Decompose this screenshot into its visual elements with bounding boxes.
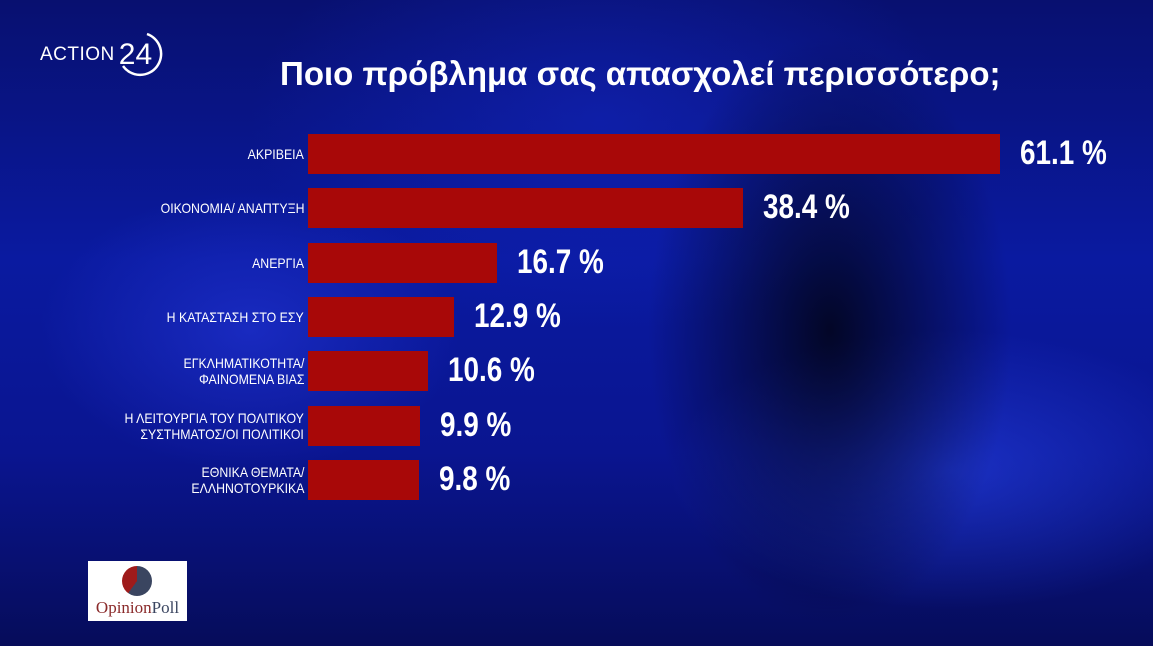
category-label-line: ΑΝΕΡΓΙΑ — [252, 254, 304, 271]
category-label: ΕΓΚΛΗΜΑΤΙΚΟΤΗΤΑ/ΦΑΙΝΟΜΕΝΑ ΒΙΑΣ — [183, 355, 304, 387]
value-label: 9.8 % — [438, 459, 511, 498]
opinionpoll-logo: OpinionPoll — [88, 561, 187, 621]
bar — [308, 459, 419, 500]
category-label-line: ΑΚΡΙΒΕΙΑ — [247, 146, 304, 162]
value-label: 10.6 % — [448, 351, 535, 390]
category-label: ΑΚΡΙΒΕΙΑ — [248, 146, 304, 162]
value-label: 9.9 % — [440, 405, 512, 444]
opinionpoll-name: OpinionPoll — [95, 598, 180, 617]
chart-title: Ποιο πρόβλημα σας απασχολεί περισσότερο; — [280, 55, 1001, 92]
bar — [308, 351, 429, 392]
category-label: ΑΝΕΡΓΙΑ — [252, 255, 304, 271]
category-label-line: ΣΥΣΤΗΜΑΤΟΣ/ΟΙ ΠΟΛΙΤΙΚΟΙ — [140, 425, 304, 442]
bar — [308, 242, 498, 283]
category-label-line: Η ΛΕΙΤΟΥΡΓΙΑ ΤΟΥ ΠΟΛΙΤΙΚΟΥ — [124, 409, 304, 426]
category-label-line: Η ΚΑΤΑΣΤΑΣΗ ΣΤΟ ΕΣΥ — [166, 308, 304, 325]
logo-ring-icon — [121, 32, 163, 77]
value-label: 12.9 % — [474, 296, 561, 335]
logo-number: 24 — [117, 30, 167, 80]
category-label-line: ΕΓΚΛΗΜΑΤΙΚΟΤΗΤΑ/ — [183, 355, 304, 372]
category-label: ΟΙΚΟΝΟΜΙΑ/ ΑΝΑΠΤΥΞΗ — [160, 200, 304, 216]
bar — [308, 405, 421, 446]
bar — [308, 134, 1000, 174]
category-label-line: ΦΑΙΝΟΜΕΝΑ ΒΙΑΣ — [198, 371, 304, 388]
category-label: ΕΘΝΙΚΑ ΘΕΜΑΤΑ/ΕΛΛΗΝΟΤΟΥΡΚΙΚΑ — [191, 464, 304, 496]
logo-text: ACTION — [40, 44, 115, 65]
logo-number-text: 24 — [118, 38, 153, 71]
value-label: 38.4 % — [762, 188, 850, 227]
category-label-line: ΟΙΚΟΝΟΜΙΑ/ ΑΝΑΠΤΥΞΗ — [160, 200, 304, 217]
value-label: 16.7 % — [517, 242, 604, 281]
value-label: 61.1 % — [1020, 134, 1107, 172]
category-label: Η ΚΑΤΑΣΤΑΣΗ ΣΤΟ ΕΣΥ — [167, 309, 304, 325]
category-label: Η ΛΕΙΤΟΥΡΓΙΑ ΤΟΥ ΠΟΛΙΤΙΚΟΥ ΣΥΣΤΗΜΑΤΟΣ/ΟΙ … — [125, 410, 304, 442]
bar — [308, 188, 743, 229]
opinionpoll-pie-icon — [122, 566, 152, 596]
bar — [308, 296, 455, 337]
category-label-line: ΕΘΝΙΚΑ ΘΕΜΑΤΑ/ — [201, 463, 304, 480]
category-label-line: ΕΛΛΗΝΟΤΟΥΡΚΙΚΑ — [190, 479, 304, 496]
action24-logo: ACTION 24 — [40, 30, 167, 80]
